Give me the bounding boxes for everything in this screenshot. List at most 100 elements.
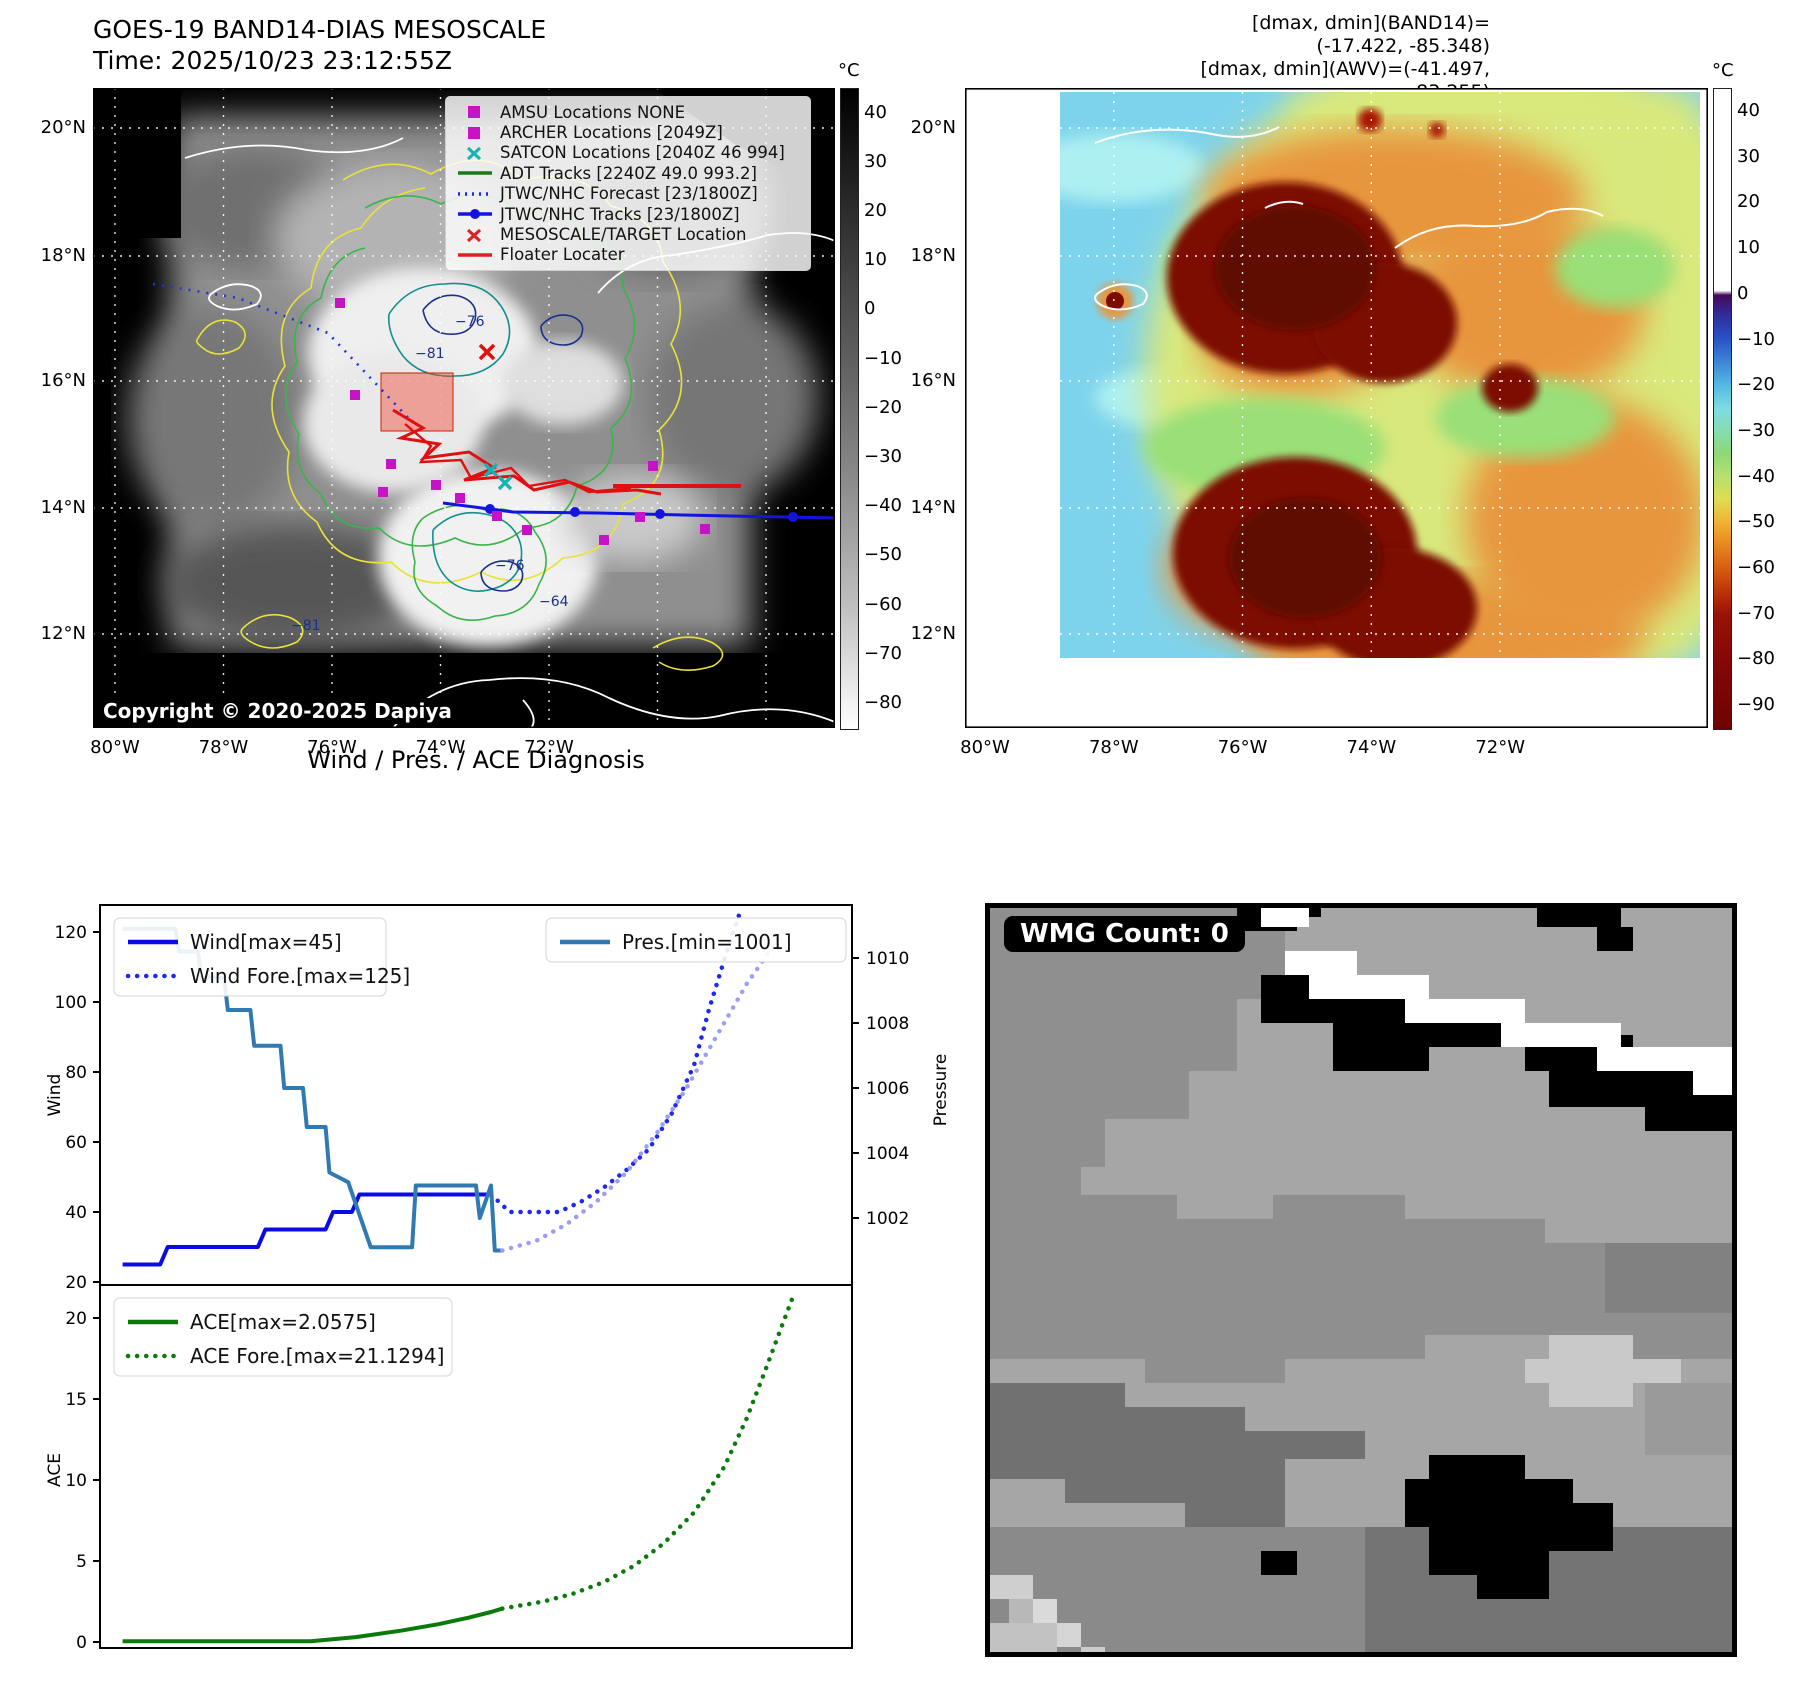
path [466, 146, 482, 161]
awv-colorbar-tick: −40 [1737, 465, 1775, 487]
amsu-archer-markers [335, 298, 710, 545]
line-dot-legend-marker-icon [458, 209, 492, 220]
legend-item-label: ARCHER Locations [2049Z] [500, 123, 723, 143]
band14-lat-tick: 20°N [40, 117, 86, 138]
band14-title-block: GOES-19 BAND14-DIAS MESOSCALE Time: 2025… [93, 14, 546, 76]
band14-lon-tick: 78°W [198, 737, 249, 758]
band14-lat-tick: 16°N [40, 370, 86, 391]
contour-label: −76 [455, 314, 485, 330]
awv-colorbar-tick: −50 [1737, 511, 1775, 533]
awv-lon-tick: 76°W [1217, 737, 1268, 758]
contour-label: −76 [495, 558, 525, 574]
rect [468, 106, 480, 119]
chart-legend-label: Pres.[min=1001] [622, 930, 792, 954]
contour-label: −81 [415, 346, 445, 362]
awv-colorbar-unit: °C [1712, 60, 1734, 81]
ace-max-2-0575--line [122, 1606, 503, 1644]
band14-title: GOES-19 BAND14-DIAS MESOSCALE [93, 15, 547, 44]
satcon-markers [483, 462, 513, 491]
axis-tick-label: 60 [65, 1133, 87, 1153]
awv-colorbar-tick: 20 [1737, 191, 1760, 213]
rect [468, 126, 480, 139]
contour-label: −81 [291, 618, 321, 634]
ace-series [122, 1297, 795, 1644]
axis-tick-label: Pressure [931, 1054, 951, 1127]
dotted-legend-marker-icon [458, 192, 492, 196]
wmg-light-regions [985, 1335, 1681, 1657]
pres-fore--line [500, 926, 787, 1253]
band14-colorbar-tick: −50 [864, 544, 902, 566]
band14-map-legend: AMSU Locations NONE ARCHER Locations [204… [445, 96, 811, 272]
chart-legend-label: ACE Fore.[max=21.1294] [190, 1344, 444, 1368]
axis-tick-label: 40 [65, 1203, 87, 1223]
legend-item-label: Floater Locater [500, 245, 625, 265]
legend-item-label: AMSU Locations NONE [500, 102, 686, 122]
contour-value-labels: −76 −81 −76 −64 −81 [291, 314, 569, 634]
line-legend-marker-icon [458, 253, 492, 257]
axis-tick-label: Wind [45, 1074, 65, 1117]
legend-item: ADT Tracks [2240Z 49.0 993.2] [454, 163, 802, 183]
awv-colorbar-tick: −10 [1737, 328, 1775, 350]
chart-axes: 20 40 60 80 100 120 1002 1004 1006 1008 1010 0 5 10 15… [45, 923, 951, 1653]
mesoscale-target-box [380, 372, 454, 432]
contour-label: −64 [539, 594, 569, 610]
diagnosis-title: Wind / Pres. / ACE Diagnosis [307, 746, 645, 774]
awv-imagery [1060, 92, 1700, 658]
axis-tick-label: 10 [65, 1471, 87, 1491]
awv-lat-tick: 12°N [910, 623, 956, 644]
x-legend-marker-icon [466, 228, 482, 242]
legend-item: AMSU Locations NONE [454, 102, 802, 122]
band14-lon-tick: 72°W [524, 737, 574, 758]
wmg-pixel-map [985, 903, 1737, 1657]
axis-tick-label: 1008 [866, 1014, 909, 1034]
awv-lon-tick: 74°W [1346, 737, 1397, 758]
awv-lon-tick: 80°W [960, 737, 1010, 758]
awv-lon-tick: 78°W [1088, 737, 1139, 758]
awv-colorbar [1713, 88, 1732, 730]
band14-colorbar-tick: −60 [864, 593, 902, 615]
band14-colorbar-tick: −10 [864, 347, 902, 369]
chart-legend-box [545, 917, 847, 963]
axis-tick-label: 0 [76, 1633, 87, 1653]
awv-lat-tick: 14°N [910, 497, 956, 518]
band14-colorbar-tick: 10 [864, 249, 887, 271]
legend-item-label: JTWC/NHC Tracks [23/1800Z] [500, 204, 740, 224]
axis-tick-label: 100 [55, 993, 87, 1013]
wind-max-45--line [122, 1192, 491, 1267]
legend-item-label: JTWC/NHC Forecast [23/1800Z] [500, 184, 758, 204]
axis-tick-label: 20 [65, 1309, 87, 1329]
floater-locater-track [392, 408, 741, 496]
legend-item: SATCON Locations [2040Z 46 994] [454, 143, 802, 163]
ace-plot-frame [99, 1284, 853, 1649]
axis-tick-label: ACE [45, 1453, 65, 1487]
legend-item: JTWC/NHC Forecast [23/1800Z] [454, 184, 802, 204]
mesoscale-target-x-icon [478, 343, 496, 361]
axis-tick-label: 1002 [866, 1209, 909, 1229]
path [466, 228, 482, 242]
axis-tick-label: 5 [76, 1552, 87, 1572]
awv-colorbar-tick: −90 [1737, 694, 1775, 716]
awv-colorbar-tick: −70 [1737, 602, 1775, 624]
band14-colorbar [840, 88, 859, 730]
chart-legend-box [113, 917, 387, 997]
jtwc-track-line [442, 501, 835, 522]
awv-colorbar-tick: −30 [1737, 419, 1775, 441]
legend-item: Floater Locater [454, 245, 802, 265]
axis-tick-label: 1004 [866, 1144, 909, 1164]
awv-colorbar-tick: 40 [1737, 100, 1760, 121]
awv-colorbar-tick: −20 [1737, 374, 1775, 396]
awv-color-ir-map [965, 88, 1708, 728]
band14-colorbar-tick: −80 [864, 692, 902, 713]
chart-legend-label: Wind[max=45] [190, 930, 342, 954]
awv-colorbar-tick: −60 [1737, 557, 1775, 578]
axis-tick-label: 80 [65, 1063, 87, 1083]
circle [470, 209, 480, 220]
awv-colorbar-tick: 10 [1737, 237, 1760, 259]
chart-legend-box [113, 1297, 453, 1377]
axis-tick-label: 120 [55, 923, 87, 943]
copyright-label: Copyright © 2020-2025 Dapiya [95, 698, 460, 724]
band14-colorbar-tick: −20 [864, 396, 902, 418]
line-legend-marker-icon [458, 171, 492, 176]
axis-tick-label: 1010 [866, 949, 909, 969]
band14-colorbar-tick: −30 [864, 446, 902, 467]
